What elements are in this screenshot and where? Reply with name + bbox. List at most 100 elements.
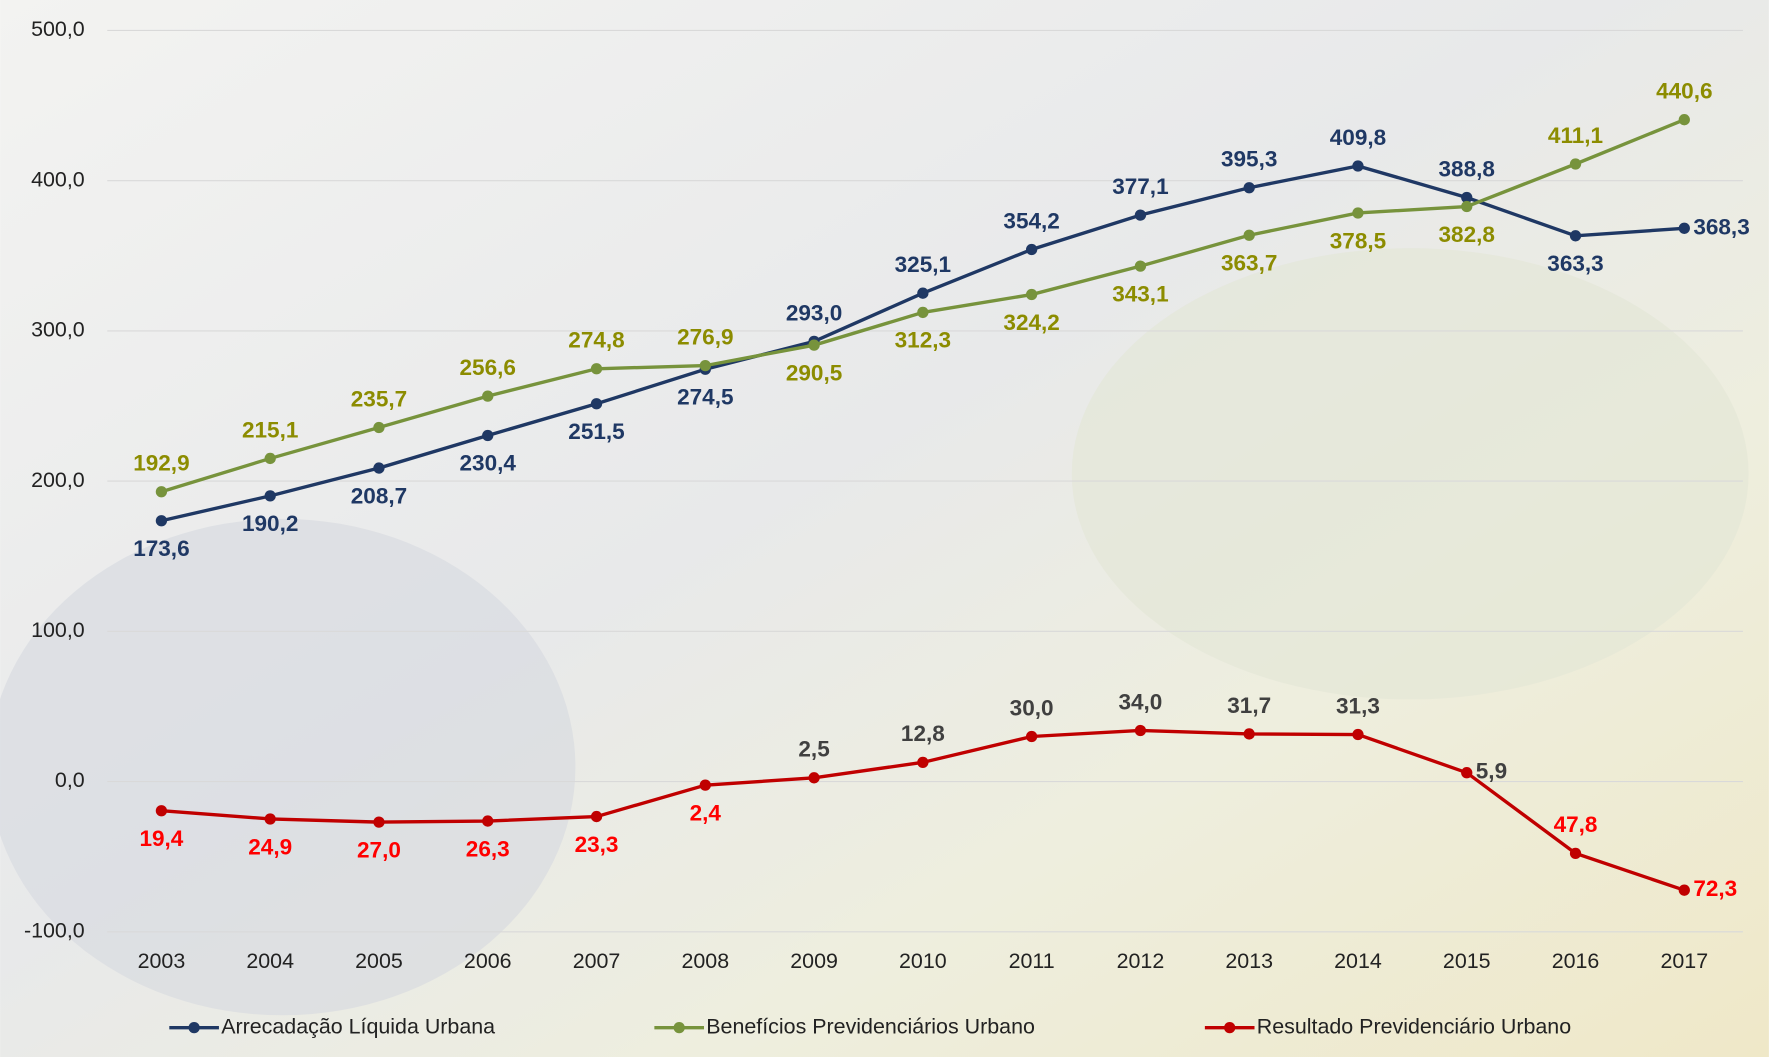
data-label: 72,3 (1693, 876, 1737, 901)
data-point (699, 779, 711, 791)
data-label: 34,0 (1118, 689, 1162, 714)
data-point (808, 772, 820, 784)
x-tick-label: 2008 (681, 949, 729, 973)
data-point (482, 390, 494, 402)
legend-marker (673, 1022, 685, 1034)
data-label: 395,3 (1221, 147, 1277, 172)
data-label: 30,0 (1010, 695, 1054, 720)
data-label: 235,7 (351, 386, 407, 411)
y-tick-label: 0,0 (55, 768, 85, 792)
data-label: 382,8 (1439, 222, 1495, 247)
data-label: 411,1 (1548, 123, 1603, 148)
data-point (264, 452, 276, 465)
data-label: 363,3 (1547, 251, 1603, 276)
data-point (155, 515, 168, 527)
legend-label: Arrecadação Líquida Urbana (221, 1014, 495, 1038)
y-tick-label: 300,0 (31, 318, 85, 342)
x-tick-label: 2010 (899, 949, 947, 973)
data-point (1461, 191, 1473, 204)
data-label: 377,1 (1112, 174, 1168, 199)
data-point (1134, 724, 1147, 737)
data-point (1134, 209, 1147, 221)
y-tick-label: 400,0 (31, 167, 85, 191)
data-point (1243, 229, 1255, 241)
data-label: 293,0 (786, 300, 842, 325)
data-point (1461, 767, 1473, 779)
data-point (917, 306, 929, 319)
data-label: 12,8 (901, 721, 945, 746)
legend-marker (1224, 1022, 1236, 1034)
data-point (1025, 730, 1038, 743)
data-label: 27,0 (357, 837, 401, 862)
data-label: 256,6 (460, 355, 516, 380)
data-point (264, 490, 276, 502)
data-point (590, 810, 603, 823)
data-label: 208,7 (351, 483, 407, 508)
data-label: 5,9 (1476, 759, 1507, 784)
data-point (1243, 728, 1255, 740)
x-tick-label: 2016 (1552, 949, 1600, 973)
data-point (699, 359, 711, 372)
y-tick-label: 100,0 (31, 618, 85, 642)
legend-label: Benefícios Previdenciários Urbano (706, 1014, 1035, 1038)
data-point (1352, 207, 1364, 219)
x-tick-label: 2011 (1009, 949, 1055, 973)
data-label: 343,1 (1112, 281, 1168, 306)
x-tick-label: 2015 (1443, 949, 1491, 973)
data-point (917, 287, 929, 299)
data-label: 368,3 (1693, 214, 1749, 239)
x-tick-label: 2006 (464, 949, 512, 973)
data-label: 276,9 (677, 324, 733, 349)
data-label: 173,6 (133, 536, 189, 561)
data-point (482, 429, 494, 442)
data-label: 31,3 (1336, 693, 1380, 718)
data-label: 363,7 (1221, 250, 1277, 275)
data-point (1569, 230, 1582, 242)
data-label: 274,8 (568, 328, 624, 353)
data-point (264, 813, 276, 825)
data-label: 24,9 (248, 834, 292, 859)
data-label: 440,6 (1656, 79, 1712, 104)
data-label: 324,2 (1003, 310, 1059, 335)
data-label: 325,1 (895, 252, 951, 277)
data-point (1678, 222, 1690, 234)
data-label: 409,8 (1330, 125, 1386, 150)
x-tick-label: 2009 (790, 949, 838, 973)
background-shape (0, 518, 576, 1016)
data-point (155, 486, 168, 498)
data-label: 388,8 (1439, 156, 1495, 181)
data-point (1025, 288, 1038, 301)
data-point (1352, 728, 1364, 741)
data-point (590, 363, 603, 375)
data-label: 312,3 (895, 328, 951, 353)
data-label: 2,4 (690, 800, 722, 825)
data-label: 190,2 (242, 511, 298, 536)
background-shape (1071, 248, 1749, 700)
data-label: 23,3 (575, 832, 619, 857)
y-tick-label: -100,0 (24, 918, 85, 942)
data-label: 2,5 (798, 737, 829, 762)
data-label: 290,5 (786, 360, 842, 385)
data-point (1569, 158, 1582, 170)
data-point (1243, 182, 1255, 194)
data-point (1678, 884, 1690, 896)
data-point (1569, 847, 1582, 860)
legend-label: Resultado Previdenciário Urbano (1257, 1014, 1571, 1038)
data-label: 274,5 (677, 384, 733, 409)
x-tick-label: 2013 (1225, 949, 1273, 973)
x-tick-label: 2005 (355, 949, 403, 973)
x-tick-label: 2014 (1334, 949, 1382, 973)
data-point (1461, 200, 1473, 213)
x-tick-label: 2007 (573, 949, 621, 973)
data-point (1134, 260, 1147, 272)
data-label: 230,4 (460, 451, 517, 476)
x-tick-label: 2004 (246, 949, 294, 973)
data-point (917, 756, 929, 768)
y-tick-label: 500,0 (31, 17, 85, 41)
data-label: 47,8 (1554, 812, 1598, 837)
data-point (482, 815, 494, 827)
data-point (373, 816, 385, 828)
data-label: 251,5 (568, 419, 624, 444)
data-point (808, 339, 820, 351)
